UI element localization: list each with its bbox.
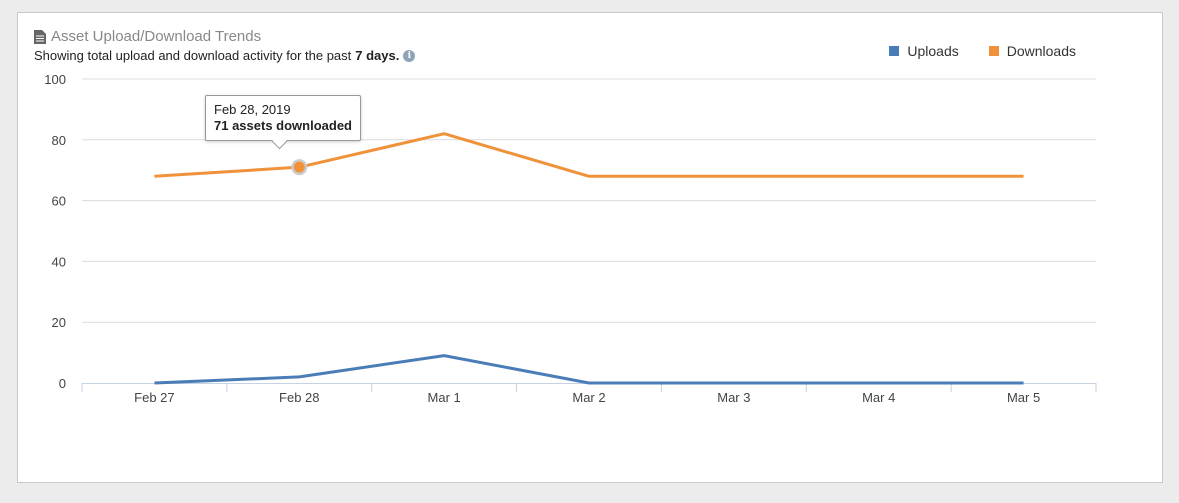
- chart-card: Asset Upload/Download Trends Showing tot…: [17, 12, 1163, 483]
- info-icon[interactable]: i: [403, 49, 416, 62]
- legend-item-uploads[interactable]: Uploads: [889, 43, 959, 59]
- legend: Uploads Downloads: [889, 43, 1076, 59]
- downloads-swatch: [988, 46, 999, 56]
- document-icon: [34, 29, 46, 44]
- title-text: Asset Upload/Download Trends: [51, 28, 262, 45]
- x-tick-label: Feb 27: [134, 390, 174, 405]
- chart-subtitle: Showing total upload and download activi…: [34, 48, 416, 63]
- subtitle-text: Showing total upload and download activi…: [34, 48, 352, 63]
- x-tick-label: Mar 4: [862, 390, 895, 405]
- tooltip-value: 71 assets downloaded: [214, 118, 352, 133]
- tooltip: Feb 28, 2019 71 assets downloaded: [205, 95, 361, 141]
- x-tick-label: Mar 5: [1007, 390, 1040, 405]
- chart-title: Asset Upload/Download Trends: [34, 28, 261, 45]
- y-tick-label: 60: [52, 194, 66, 209]
- y-tick-label: 80: [52, 133, 66, 148]
- x-tick-label: Feb 28: [279, 390, 319, 405]
- x-tick-label: Mar 1: [428, 390, 461, 405]
- y-tick-label: 40: [52, 254, 66, 269]
- highlighted-point: [293, 161, 305, 173]
- uploads-swatch: [889, 46, 900, 56]
- legend-label: Uploads: [907, 43, 959, 59]
- legend-item-downloads[interactable]: Downloads: [988, 43, 1076, 59]
- x-tick-label: Mar 2: [572, 390, 605, 405]
- subtitle-period: 7 days.: [355, 48, 400, 63]
- y-tick-label: 0: [59, 376, 66, 391]
- tooltip-date: Feb 28, 2019: [214, 102, 291, 117]
- y-tick-label: 20: [52, 315, 66, 330]
- legend-label: Downloads: [1006, 43, 1076, 59]
- series-line-uploads: [154, 354, 1024, 385]
- x-tick-label: Mar 3: [717, 390, 750, 405]
- y-tick-label: 100: [44, 72, 66, 87]
